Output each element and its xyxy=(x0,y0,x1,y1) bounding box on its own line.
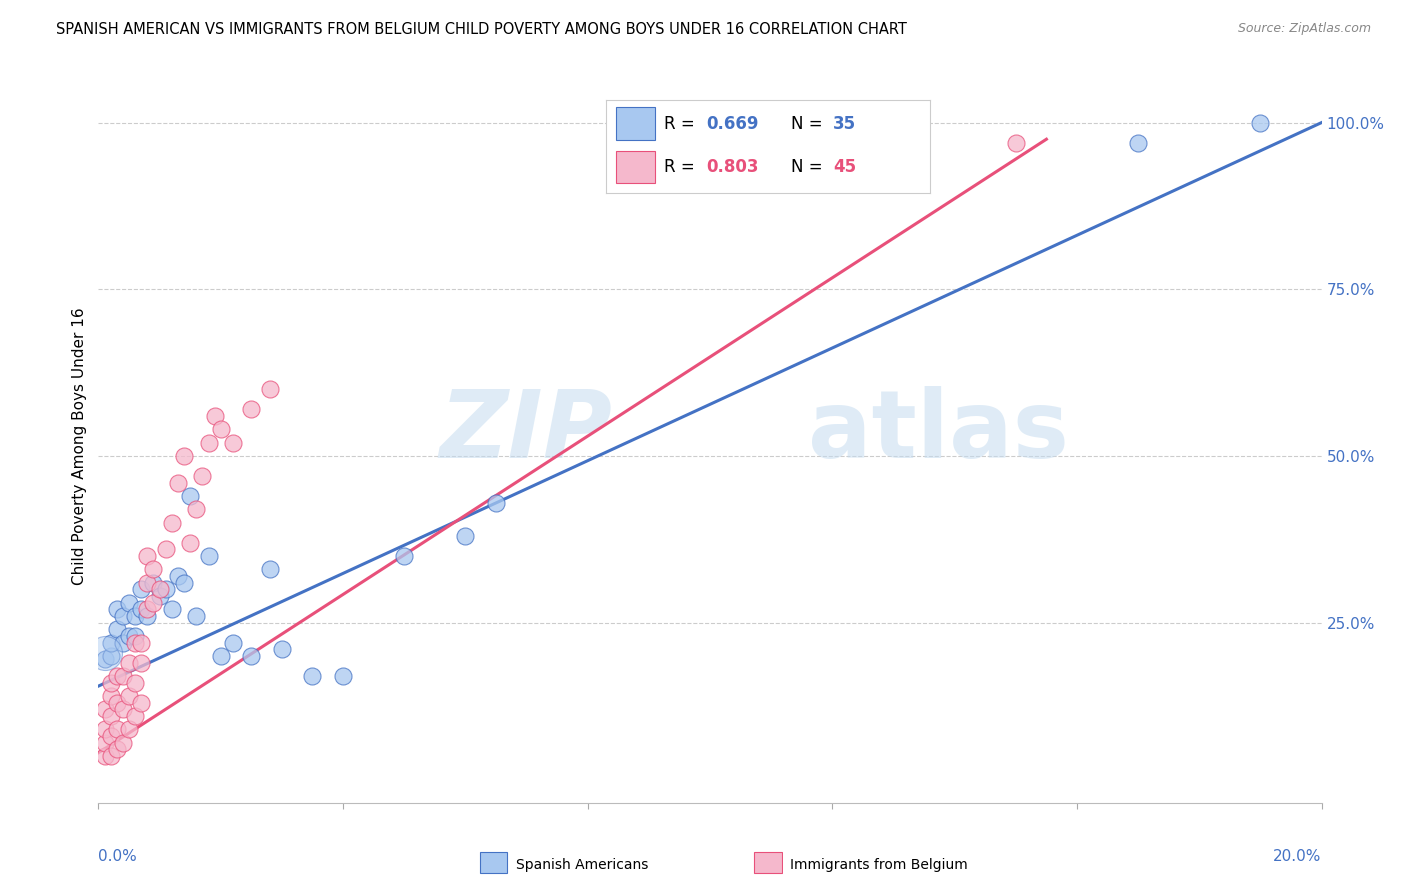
Point xyxy=(136,602,159,616)
Point xyxy=(240,649,263,664)
Point xyxy=(100,649,122,664)
Point xyxy=(93,652,115,666)
Point xyxy=(142,562,165,576)
Point xyxy=(100,675,122,690)
Point xyxy=(136,575,159,590)
Point xyxy=(142,575,165,590)
Point xyxy=(111,736,134,750)
Point xyxy=(173,449,195,463)
Point xyxy=(129,582,152,597)
Point xyxy=(173,575,195,590)
Point xyxy=(118,723,141,737)
Point xyxy=(124,636,146,650)
Point xyxy=(111,636,134,650)
Point xyxy=(259,382,281,396)
Point xyxy=(124,675,146,690)
Point xyxy=(105,669,128,683)
Point xyxy=(100,636,122,650)
Text: Source: ZipAtlas.com: Source: ZipAtlas.com xyxy=(1237,22,1371,36)
Point xyxy=(179,489,201,503)
Point xyxy=(118,689,141,703)
Point xyxy=(191,469,214,483)
Point xyxy=(124,609,146,624)
Point xyxy=(129,602,152,616)
Point xyxy=(155,582,177,597)
Point xyxy=(124,629,146,643)
Point xyxy=(301,669,323,683)
Point xyxy=(93,749,115,764)
Point xyxy=(167,475,190,490)
Point xyxy=(149,582,172,597)
Point xyxy=(332,669,354,683)
Point xyxy=(129,696,152,710)
Point xyxy=(105,696,128,710)
Point xyxy=(100,689,122,703)
Point xyxy=(197,549,219,563)
Point xyxy=(485,496,508,510)
Point xyxy=(124,709,146,723)
Point xyxy=(129,636,152,650)
Point xyxy=(222,636,245,650)
Point xyxy=(105,742,128,756)
Text: SPANISH AMERICAN VS IMMIGRANTS FROM BELGIUM CHILD POVERTY AMONG BOYS UNDER 16 CO: SPANISH AMERICAN VS IMMIGRANTS FROM BELG… xyxy=(56,22,907,37)
Point xyxy=(454,529,477,543)
Point xyxy=(111,669,134,683)
Point xyxy=(240,402,263,417)
Point xyxy=(111,702,134,716)
Point xyxy=(204,409,226,423)
Text: 0.0%: 0.0% xyxy=(98,849,138,864)
Point xyxy=(136,549,159,563)
Point xyxy=(93,723,115,737)
Point xyxy=(186,609,208,624)
Point xyxy=(93,736,115,750)
Point xyxy=(1128,136,1150,150)
Point xyxy=(136,609,159,624)
Point xyxy=(105,602,128,616)
Point xyxy=(392,549,416,563)
Y-axis label: Child Poverty Among Boys Under 16: Child Poverty Among Boys Under 16 xyxy=(72,307,87,585)
Point xyxy=(160,516,183,530)
Text: 20.0%: 20.0% xyxy=(1274,849,1322,864)
Text: Spanish Americans: Spanish Americans xyxy=(516,858,648,872)
Point xyxy=(1004,136,1026,150)
Point xyxy=(160,602,183,616)
Point xyxy=(105,623,128,637)
Point xyxy=(93,646,115,660)
Point xyxy=(100,729,122,743)
Point xyxy=(142,596,165,610)
Point xyxy=(129,656,152,670)
Point xyxy=(209,649,232,664)
Point xyxy=(118,629,141,643)
Point xyxy=(186,502,208,516)
Point xyxy=(270,642,292,657)
Point xyxy=(100,749,122,764)
Point xyxy=(1249,115,1271,129)
Point xyxy=(167,569,190,583)
Point xyxy=(222,435,245,450)
Point xyxy=(118,656,141,670)
Point xyxy=(197,435,219,450)
Point xyxy=(155,542,177,557)
Point xyxy=(149,589,172,603)
Point xyxy=(259,562,281,576)
Point xyxy=(111,609,134,624)
Point xyxy=(100,709,122,723)
Point xyxy=(118,596,141,610)
Point xyxy=(93,702,115,716)
Point xyxy=(209,422,232,436)
Text: atlas: atlas xyxy=(808,385,1069,478)
FancyBboxPatch shape xyxy=(754,852,782,873)
FancyBboxPatch shape xyxy=(479,852,508,873)
Text: ZIP: ZIP xyxy=(439,385,612,478)
Point xyxy=(105,723,128,737)
Point xyxy=(179,535,201,549)
Text: Immigrants from Belgium: Immigrants from Belgium xyxy=(790,858,967,872)
